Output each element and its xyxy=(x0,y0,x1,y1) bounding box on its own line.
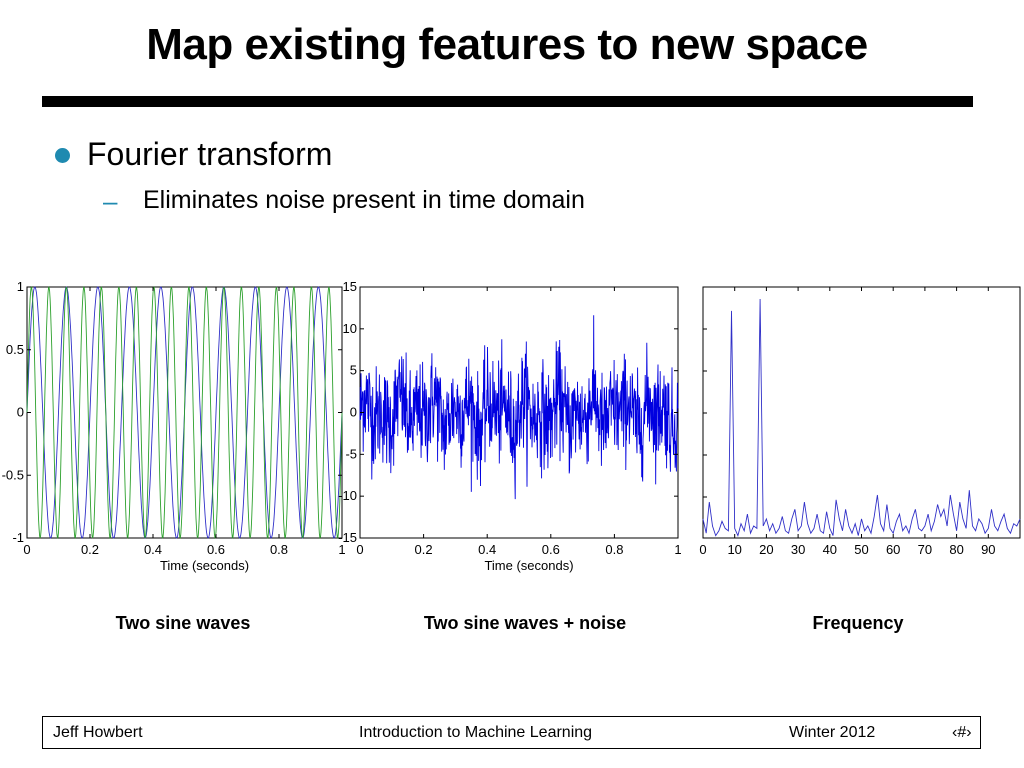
chart2-y-tick-label: 0 xyxy=(350,405,357,420)
sub-bullet-eliminates-noise: Eliminates noise present in time domain xyxy=(143,186,585,214)
footer-term: Winter 2012 xyxy=(789,724,876,741)
chart1-x-tick-label: 0.6 xyxy=(207,542,225,557)
plot-frame xyxy=(702,286,1021,539)
chart1-y-tick-label: -1 xyxy=(12,530,24,545)
slide-title: Map existing features to new space xyxy=(146,20,868,69)
chart2-y-tick-label: 15 xyxy=(343,279,357,294)
title-underline-bar xyxy=(42,96,973,107)
chart2-y-tick-label: -5 xyxy=(345,446,357,461)
chart2-x-tick-label: 0.6 xyxy=(542,542,560,557)
chart2-y-tick-label: 5 xyxy=(350,363,357,378)
chart1-x-tick-label: 0.8 xyxy=(270,542,288,557)
sub-bullet-dash: – xyxy=(103,186,118,216)
x-axis-label: Time (seconds) xyxy=(484,558,573,573)
chart1-y-tick-label: 0.5 xyxy=(6,342,24,357)
chart1-x-tick-label: 0 xyxy=(23,542,30,557)
caption-frequency: Frequency xyxy=(812,613,904,633)
chart1-y-tick-label: -0.5 xyxy=(2,467,24,482)
chart-sine-waves-plus-noise: 0 0.2 0.4 0.6 0.8 1 15 10 5 0 -5 -10 -15 Time (second… xyxy=(338,279,681,573)
chart2-x-tick-label: 0.8 xyxy=(605,542,623,557)
chart3-x-tick-label: 20 xyxy=(759,542,773,557)
chart3-x-tick-label: 40 xyxy=(823,542,837,557)
chart1-x-tick-label: 0.4 xyxy=(144,542,162,557)
chart2-y-tick-label: 10 xyxy=(343,321,357,336)
chart-two-sine-waves: 0 0.2 0.4 0.6 0.8 1 1 0.5 0 -0.5 -1 Time (seconds) xyxy=(2,279,346,573)
chart3-x-tick-label: 50 xyxy=(854,542,868,557)
caption-two-sine-waves: Two sine waves xyxy=(115,613,251,633)
chart3-x-tick-label: 10 xyxy=(727,542,741,557)
chart2-y-tick-label: -15 xyxy=(338,530,357,545)
caption-sine-waves-noise: Two sine waves + noise xyxy=(423,613,627,633)
noisy-signal-series xyxy=(359,315,679,500)
frequency-spectrum-series xyxy=(702,298,1021,537)
sine-wave-series-2 xyxy=(26,285,343,540)
chart1-y-tick-label: 0 xyxy=(17,405,24,420)
chart1-x-tick-label: 1 xyxy=(338,542,345,557)
footer-course: Introduction to Machine Learning xyxy=(359,724,593,741)
footer-page-number: ‹#› xyxy=(952,724,972,741)
bullet-dot-icon xyxy=(55,148,70,163)
chart2-x-tick-label: 0.2 xyxy=(415,542,433,557)
chart2-x-tick-label: 1 xyxy=(674,542,681,557)
chart-frequency: 0 10 20 30 40 50 60 70 80 90 xyxy=(699,286,1021,557)
chart3-x-tick-label: 30 xyxy=(791,542,805,557)
chart3-x-tick-label: 90 xyxy=(981,542,995,557)
chart3-x-tick-label: 60 xyxy=(886,542,900,557)
chart1-y-tick-label: 1 xyxy=(17,279,24,294)
chart1-x-tick-label: 0.2 xyxy=(81,542,99,557)
chart3-x-tick-label: 80 xyxy=(949,542,963,557)
bullet-fourier-transform: Fourier transform xyxy=(87,136,333,172)
chart3-x-tick-label: 0 xyxy=(699,542,706,557)
chart2-x-tick-label: 0 xyxy=(356,542,363,557)
chart3-x-tick-label: 70 xyxy=(918,542,932,557)
chart2-x-tick-label: 0.4 xyxy=(478,542,496,557)
chart2-y-tick-label: -10 xyxy=(338,488,357,503)
footer-author: Jeff Howbert xyxy=(53,724,143,741)
x-axis-label: Time (seconds) xyxy=(160,558,249,573)
footer-bar: Jeff Howbert Introduction to Machine Lea… xyxy=(42,716,981,749)
